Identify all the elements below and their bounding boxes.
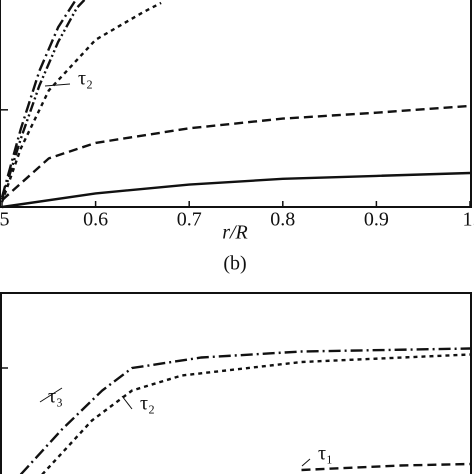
series-label: τ₂ (78, 68, 93, 90)
panel-title: (b) (223, 253, 246, 275)
series-label: τ₃ (48, 386, 63, 408)
x-tick-label: 0.6 (83, 209, 108, 231)
label-leader (39, 387, 63, 403)
line (19, 347, 471, 474)
line (0, 1, 162, 203)
x-axis-label: r/R (222, 222, 248, 244)
x-tick-label: 0.7 (177, 209, 202, 231)
series-label: τ₁ (318, 443, 333, 465)
line (0, 0, 87, 200)
line (1, 104, 471, 202)
label-leader (301, 458, 311, 467)
line (41, 353, 471, 474)
x-tick-label: .5 (0, 209, 10, 231)
x-tick-label: 0.8 (270, 209, 295, 231)
frame (0, 292, 472, 474)
line (1, 171, 471, 209)
series-label: τ₂ (140, 393, 155, 415)
line (301, 462, 471, 472)
line (0, 0, 78, 198)
x-tick-label: 1. (463, 209, 474, 231)
label-leader (121, 395, 133, 410)
x-tick-label: 0.9 (364, 209, 389, 231)
label-leader (44, 83, 71, 87)
